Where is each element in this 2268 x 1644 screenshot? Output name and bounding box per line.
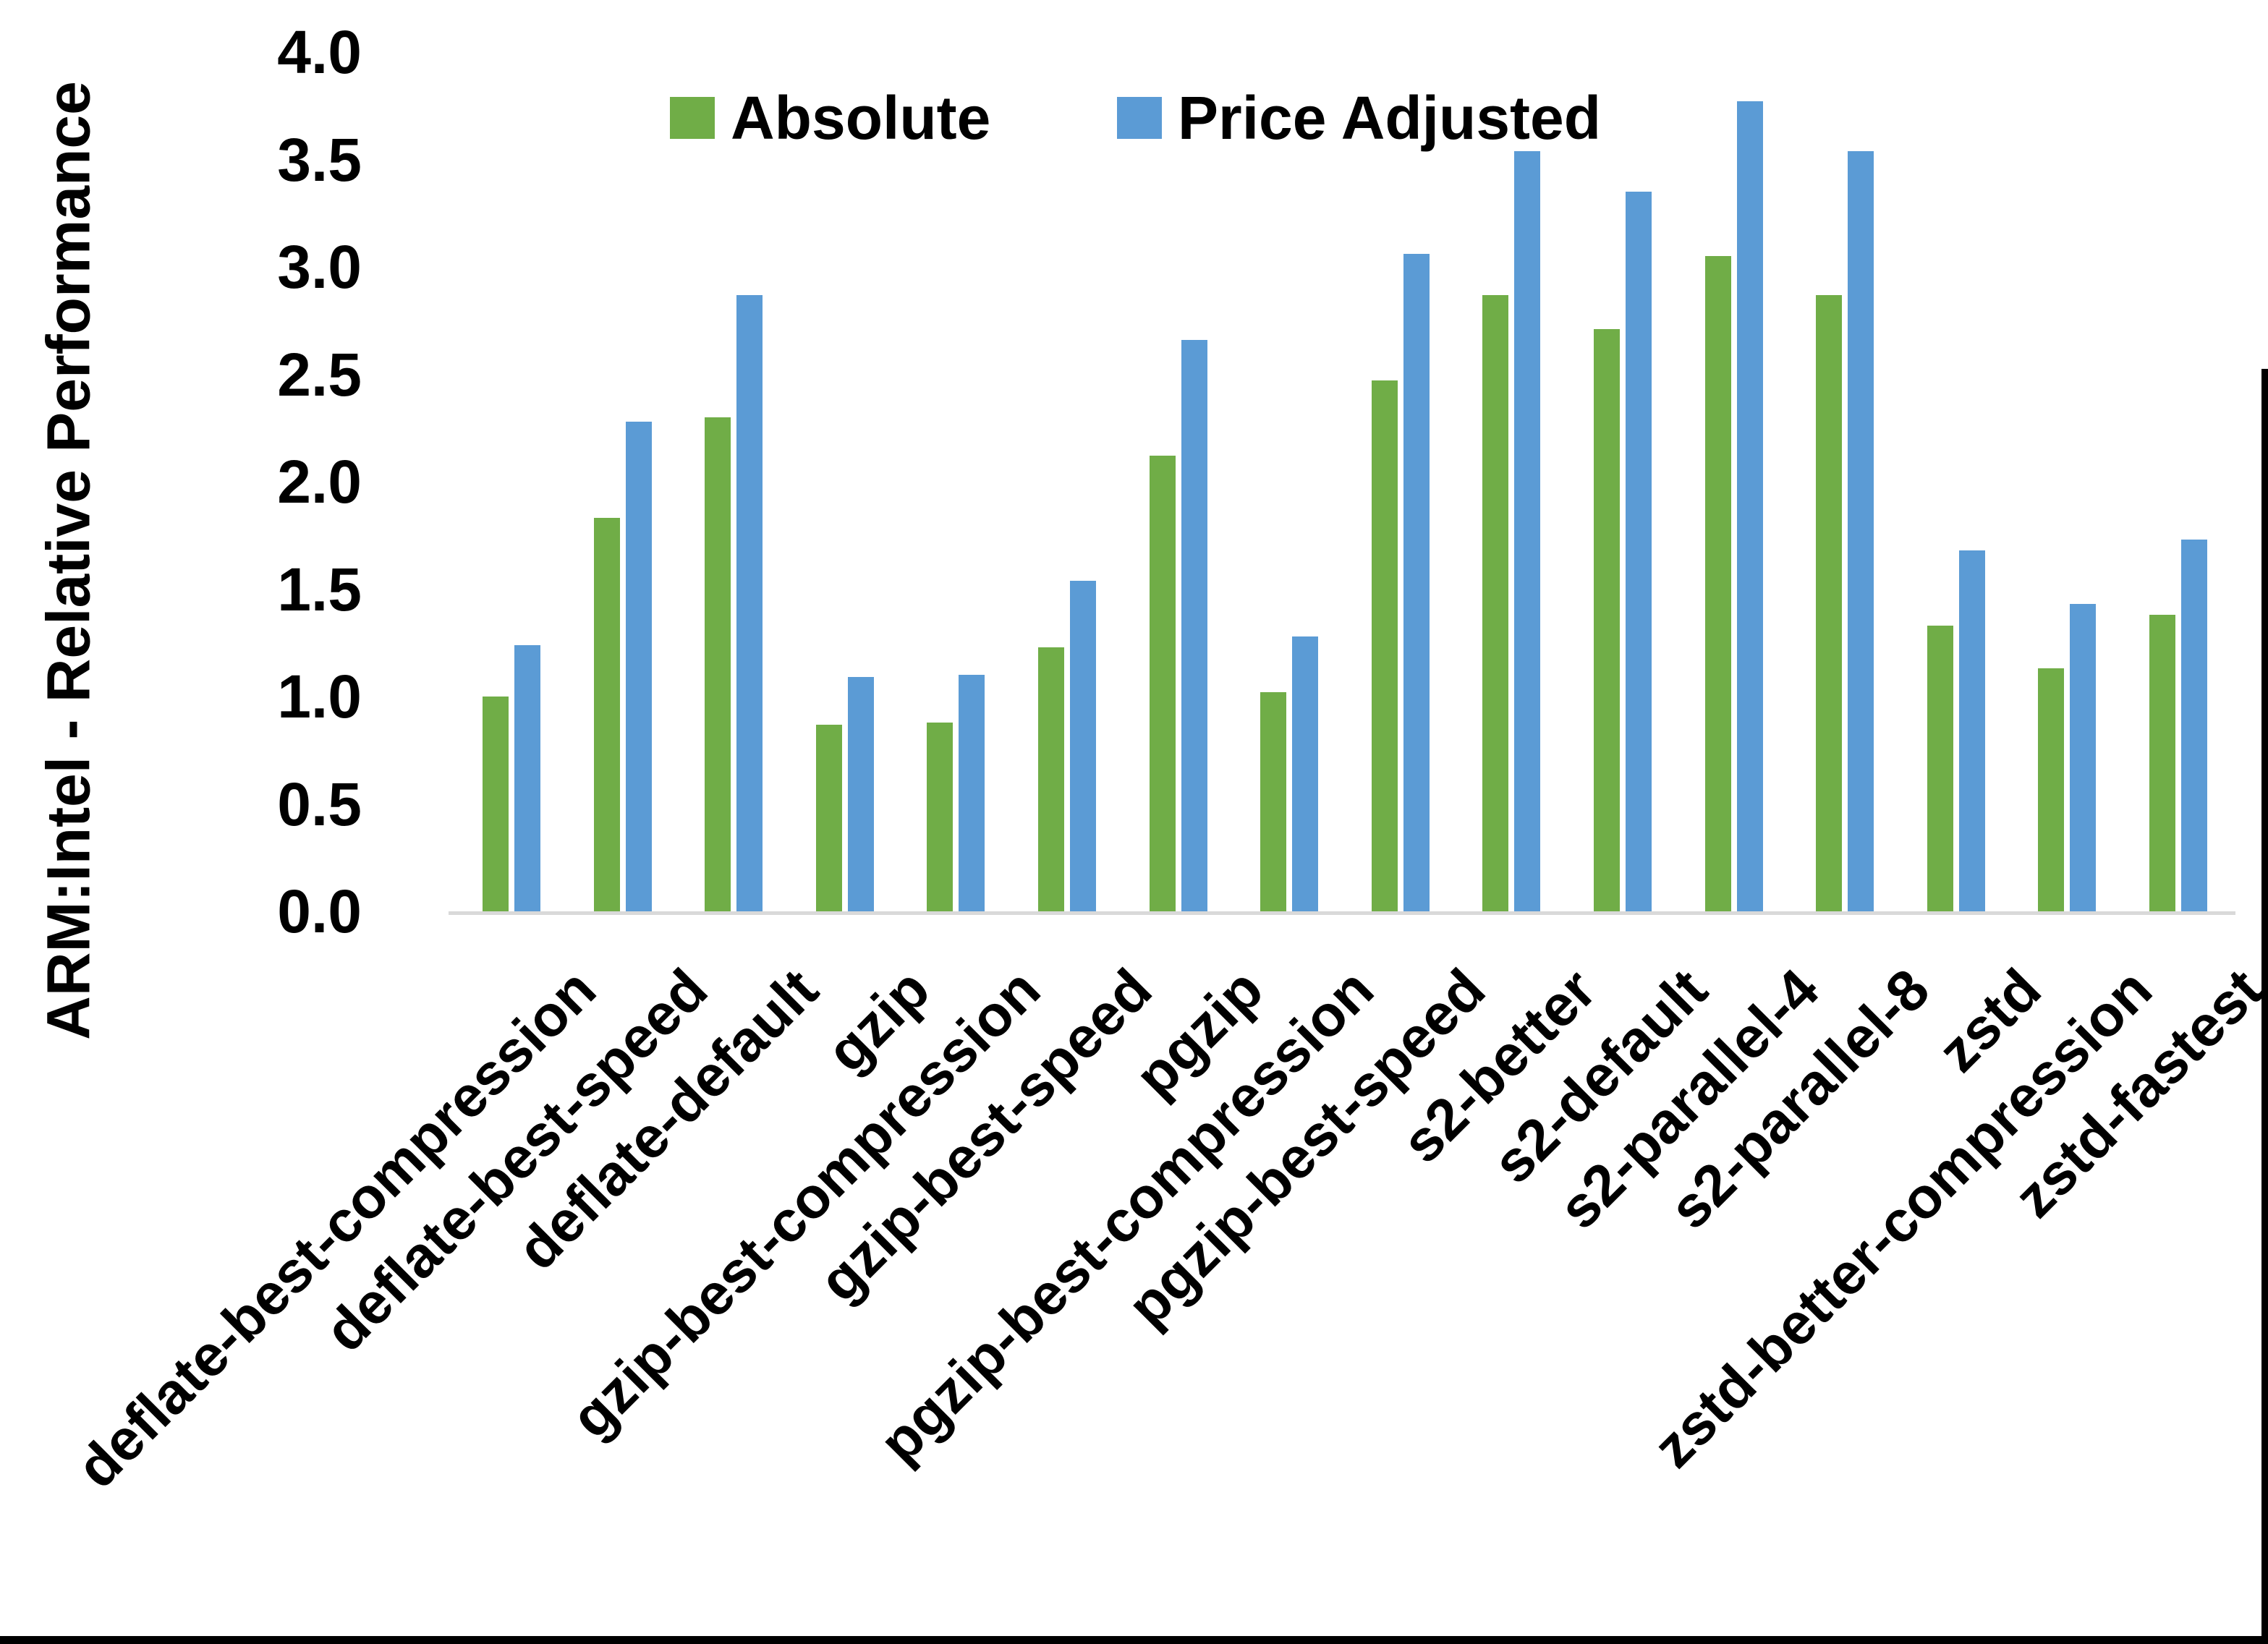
bar-price-adjusted-gzip-best-speed (1070, 581, 1096, 911)
bar-price-adjusted-s2-parallel-4 (1737, 101, 1763, 911)
bar-price-adjusted-zstd-better-compression (2070, 604, 2096, 911)
bar-absolute-s2-default (1594, 329, 1620, 911)
bar-absolute-deflate-best-speed (594, 518, 620, 911)
bar-price-adjusted-gzip (848, 677, 874, 911)
bar-absolute-zstd (1927, 626, 1953, 911)
bar-absolute-pgzip-best-compression (1260, 692, 1286, 911)
figure-bottom-border (0, 1636, 2268, 1644)
legend-label-absolute: Absolute (731, 83, 991, 152)
bar-price-adjusted-s2-better (1514, 151, 1540, 911)
legend-item-price-adjusted: Price Adjusted (1117, 84, 1601, 152)
bar-price-adjusted-pgzip-best-speed (1403, 254, 1430, 911)
bar-price-adjusted-s2-parallel-8 (1848, 151, 1874, 911)
bar-absolute-s2-parallel-8 (1816, 295, 1842, 911)
y-tick-label-0.5: 0.5 (277, 770, 362, 838)
bar-absolute-gzip-best-compression (927, 723, 953, 911)
bar-absolute-zstd-better-compression (2038, 668, 2064, 911)
bar-price-adjusted-deflate-default (736, 295, 763, 911)
bar-absolute-pgzip-best-speed (1372, 380, 1398, 911)
y-tick-label-4.0: 4.0 (277, 18, 362, 86)
y-tick-label-0.0: 0.0 (277, 877, 362, 945)
bar-price-adjusted-gzip-best-compression (959, 675, 985, 911)
y-tick-label-3.5: 3.5 (277, 125, 362, 194)
bar-absolute-s2-better (1482, 295, 1508, 911)
bar-absolute-zstd-fastest (2149, 615, 2175, 911)
y-tick-label-1.0: 1.0 (277, 663, 362, 731)
bar-absolute-pgzip (1150, 456, 1176, 911)
y-tick-label-2.0: 2.0 (277, 448, 362, 516)
legend-label-price-adjusted: Price Adjusted (1178, 83, 1602, 152)
bar-price-adjusted-pgzip (1181, 340, 1207, 911)
bar-price-adjusted-zstd-fastest (2181, 540, 2207, 911)
bar-price-adjusted-deflate-best-compression (514, 645, 540, 911)
legend-swatch-absolute (670, 97, 715, 139)
bar-price-adjusted-pgzip-best-compression (1292, 636, 1318, 911)
bar-price-adjusted-zstd (1959, 550, 1985, 911)
legend-swatch-price-adjusted (1117, 97, 1162, 139)
legend-item-absolute: Absolute (670, 84, 990, 152)
bar-absolute-deflate-default (705, 417, 731, 911)
bar-absolute-deflate-best-compression (483, 697, 509, 911)
bar-absolute-s2-parallel-4 (1705, 256, 1731, 911)
y-tick-label-3.0: 3.0 (277, 233, 362, 301)
bar-absolute-gzip-best-speed (1038, 647, 1064, 911)
y-tick-label-1.5: 1.5 (277, 555, 362, 623)
figure-right-border (2261, 369, 2268, 1644)
y-tick-label-2.5: 2.5 (277, 340, 362, 409)
x-axis-line (449, 911, 2235, 915)
bar-absolute-gzip (816, 725, 842, 911)
bar-price-adjusted-deflate-best-speed (626, 422, 652, 911)
bar-price-adjusted-s2-default (1626, 192, 1652, 911)
y-axis-title: ARM:Intel - Relative Performance (34, 81, 103, 1040)
